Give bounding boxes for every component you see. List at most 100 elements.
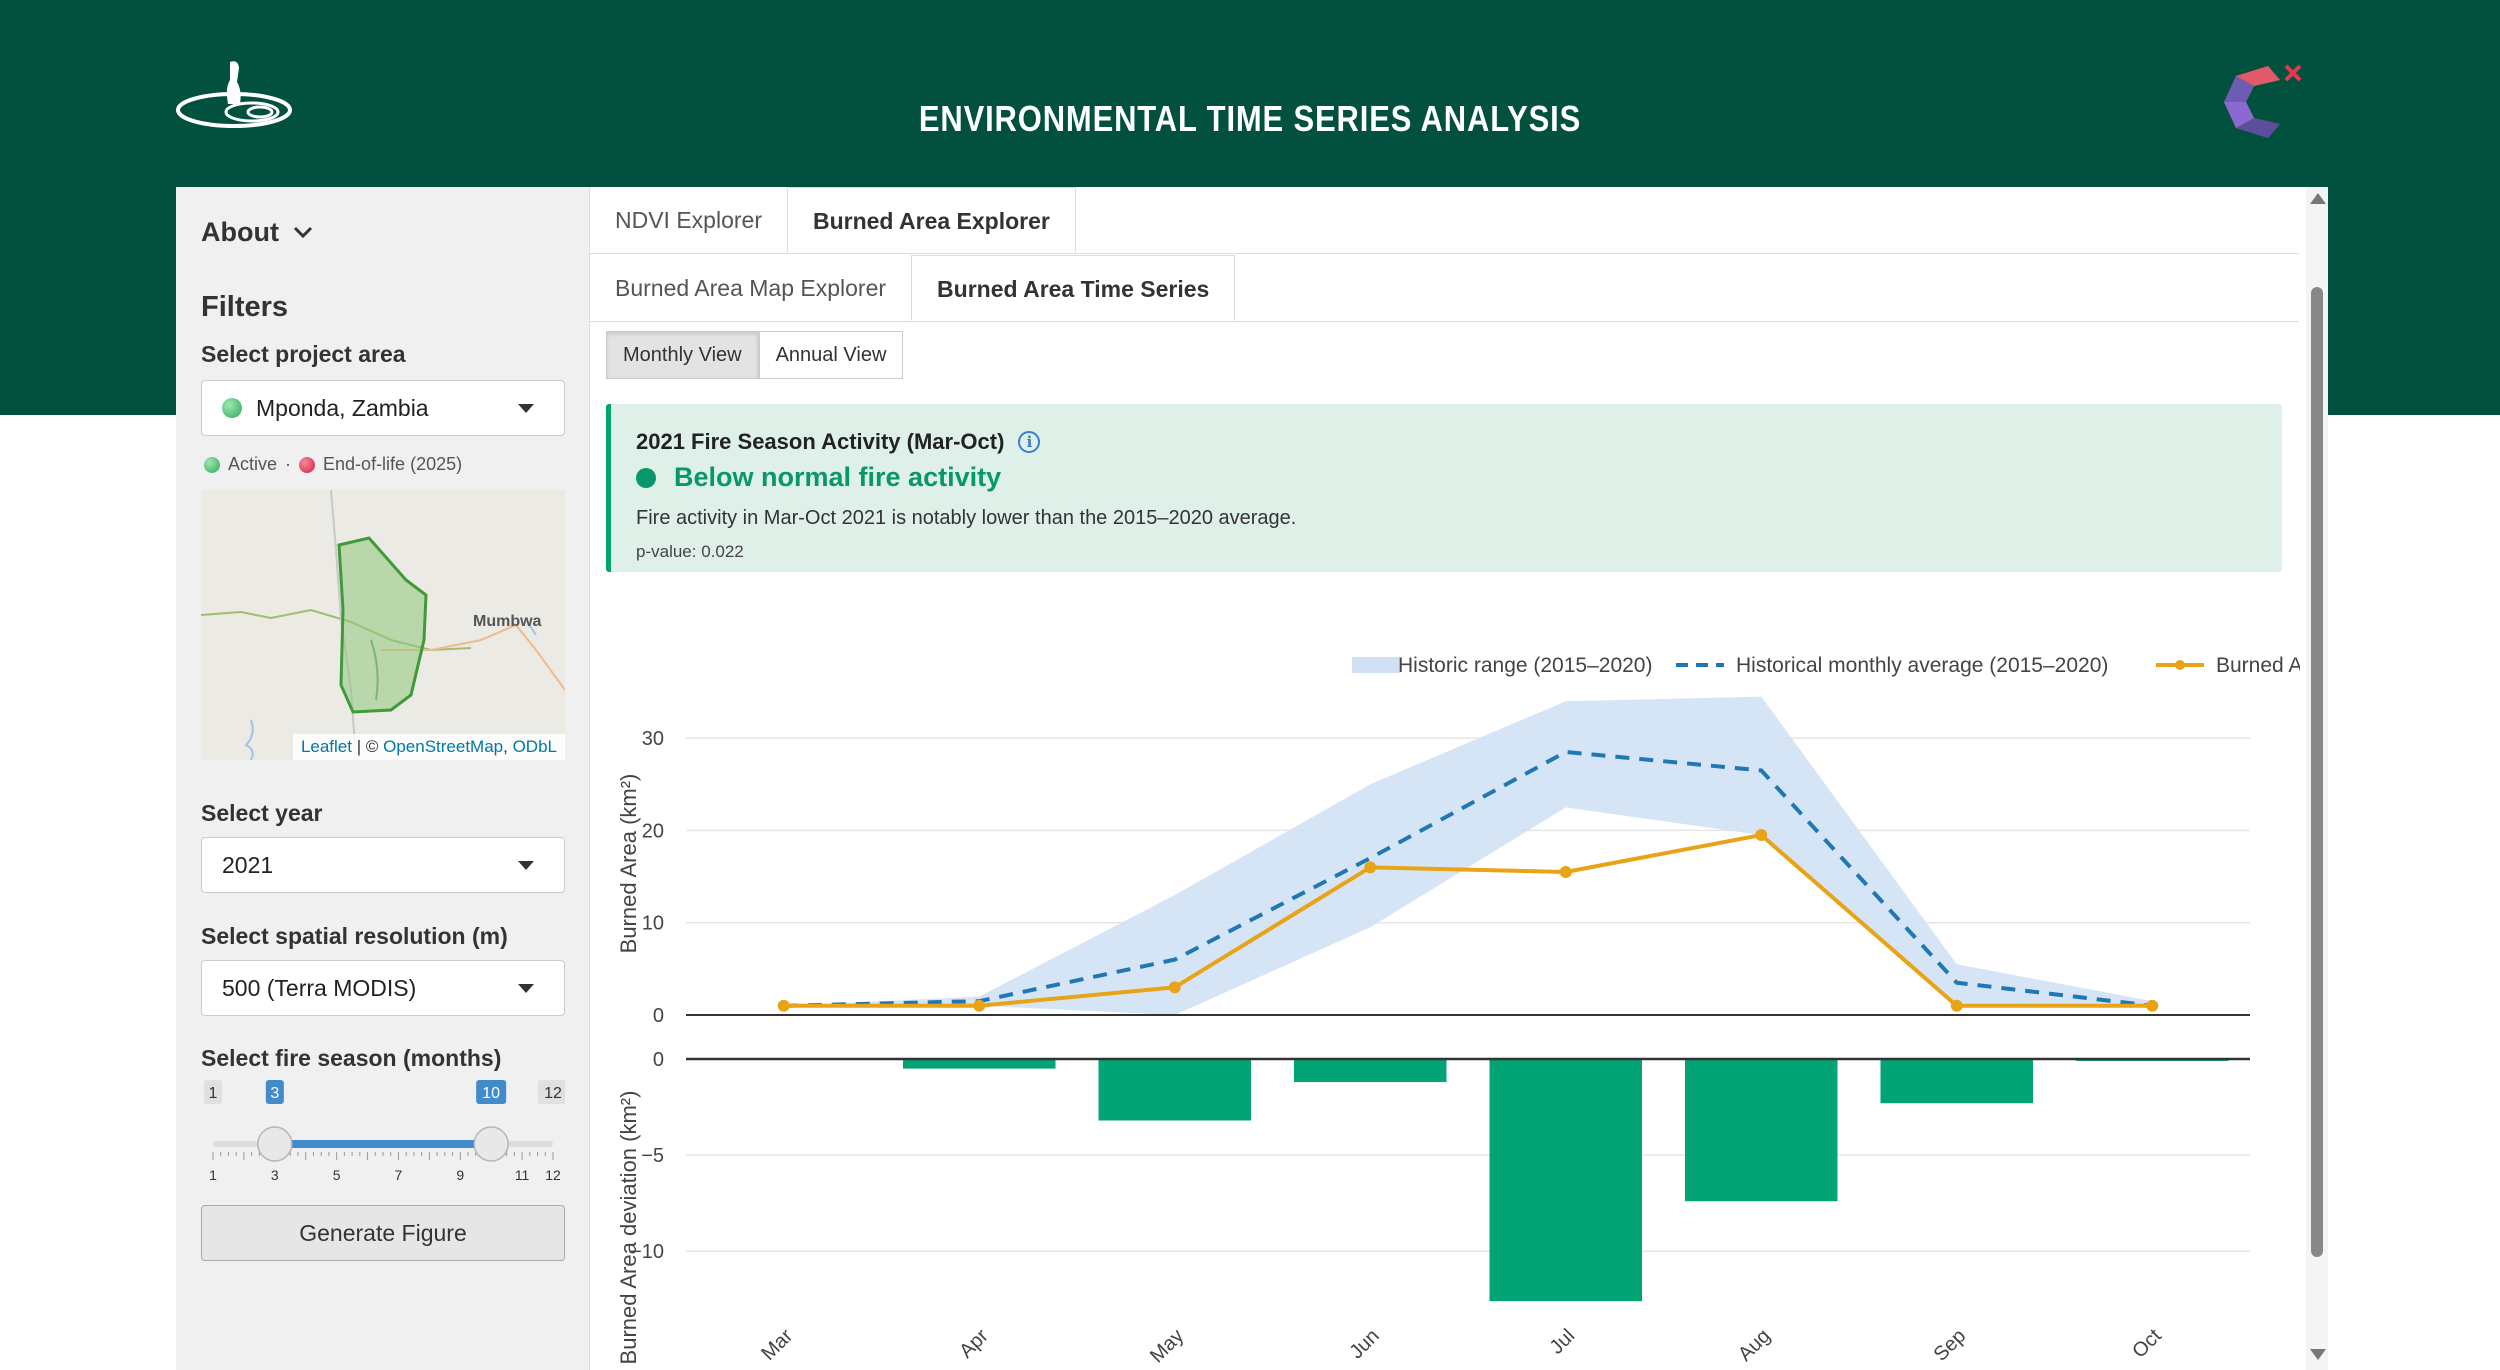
year-value: 2021 bbox=[222, 851, 274, 878]
primary-tabs: NDVI Explorer Burned Area Explorer bbox=[590, 187, 2299, 254]
brand-logo-icon bbox=[2224, 64, 2302, 138]
fire-season-label: Select fire season (months) bbox=[201, 1045, 502, 1071]
map-attribution: Leaflet | © OpenStreetMap, ODbL bbox=[292, 734, 565, 760]
fire-activity-alert: 2021 Fire Season Activity (Mar-Oct) i Be… bbox=[606, 404, 2282, 572]
slider-handle-from bbox=[257, 1126, 293, 1162]
slider-tick-label: 12 bbox=[545, 1167, 561, 1183]
burned-area-2021-point bbox=[2146, 999, 2159, 1012]
slider-max-badge bbox=[538, 1080, 568, 1104]
burned-area-2021-point bbox=[973, 999, 986, 1012]
status-dot-icon bbox=[636, 467, 656, 488]
view-toggle: Monthly View Annual View bbox=[606, 331, 904, 379]
map-tiles bbox=[201, 490, 565, 760]
burned-area-2021-line bbox=[783, 832, 2153, 1008]
deviation-bar bbox=[1880, 1059, 2033, 1104]
x-tick-label: Oct bbox=[2128, 1325, 2166, 1363]
scroll-up-icon[interactable] bbox=[2310, 193, 2326, 204]
top-y-tick-label: 0 bbox=[653, 1005, 664, 1027]
historic-range-band bbox=[783, 696, 2153, 1015]
historical-average-line bbox=[783, 749, 2153, 1008]
chevron-down-icon bbox=[293, 226, 313, 238]
legend-2021-marker bbox=[2175, 660, 2185, 670]
leaflet-link[interactable]: Leaflet bbox=[300, 737, 352, 756]
scrollbar[interactable] bbox=[2306, 187, 2328, 1370]
x-tick-label: May bbox=[1146, 1325, 1188, 1367]
map-place-label: Mumbwa bbox=[473, 613, 542, 630]
x-tick-label: Aug bbox=[1734, 1325, 1775, 1366]
annual-view-button[interactable]: Annual View bbox=[758, 331, 904, 379]
legend-separator: · bbox=[285, 454, 292, 474]
active-status-dot-icon bbox=[222, 398, 242, 418]
slider-max-label: 12 bbox=[544, 1085, 562, 1102]
alert-title-text: 2021 Fire Season Activity (Mar-Oct) bbox=[636, 429, 1005, 454]
x-tick-label: Jun bbox=[1345, 1325, 1383, 1363]
fire-season-slider[interactable]: 1 3 5 7 9 11 12 1 12 3 10 bbox=[201, 1077, 568, 1187]
slider-tick-label: 5 bbox=[333, 1167, 341, 1183]
top-y-axis-label: Burned Area (km²) bbox=[616, 774, 641, 954]
main-panel: NDVI Explorer Burned Area Explorer Burne… bbox=[590, 187, 2328, 1370]
alert-title: 2021 Fire Season Activity (Mar-Oct) i bbox=[636, 429, 1041, 455]
attr-sep: | © bbox=[351, 737, 384, 756]
about-toggle[interactable]: About bbox=[201, 217, 313, 248]
burned-area-chart: 0 10 20 30 Burned Area (km²) Historic range (… bbox=[616, 654, 2300, 1367]
end-of-life-dot-icon bbox=[299, 456, 316, 473]
legend-eol: End-of-life (2025) bbox=[323, 454, 463, 474]
odbl-link[interactable]: ODbL bbox=[512, 737, 557, 756]
tab-burned-area-explorer[interactable]: Burned Area Explorer bbox=[786, 187, 1076, 253]
year-select[interactable]: 2021 bbox=[201, 837, 565, 893]
slider-tick-label: 9 bbox=[456, 1167, 464, 1183]
osm-link[interactable]: OpenStreetMap bbox=[383, 737, 504, 756]
generate-figure-button[interactable]: Generate Figure bbox=[201, 1205, 565, 1261]
info-icon[interactable]: i bbox=[1018, 431, 1041, 453]
x-tick-label: Jul bbox=[1546, 1325, 1580, 1359]
app-container: About Filters Select project area Mponda… bbox=[176, 187, 2328, 1370]
scroll-thumb[interactable] bbox=[2311, 287, 2323, 1257]
bottom-y-tick-label: −10 bbox=[630, 1241, 664, 1263]
project-area-select[interactable]: Mponda, Zambia bbox=[201, 380, 565, 436]
x-tick-label: Mar bbox=[757, 1325, 797, 1365]
slider-selected-range bbox=[274, 1140, 492, 1148]
caret-down-icon bbox=[518, 984, 534, 993]
slider-from-label: 3 bbox=[270, 1085, 279, 1102]
slider-to-badge bbox=[476, 1080, 507, 1104]
burned-area-2021-point bbox=[1364, 861, 1377, 874]
scroll-down-icon[interactable] bbox=[2310, 1349, 2326, 1360]
secondary-tabs: Burned Area Map Explorer Burned Area Tim… bbox=[590, 255, 2299, 322]
top-y-tick-label: 20 bbox=[642, 820, 664, 842]
slider-tick-label: 7 bbox=[395, 1167, 403, 1183]
bottom-y-axis-label: Burned Area deviation (km²) bbox=[616, 1091, 641, 1365]
sidebar: About Filters Select project area Mponda… bbox=[176, 187, 590, 1370]
slider-to-label: 10 bbox=[482, 1085, 500, 1102]
burned-area-2021-point bbox=[1168, 981, 1181, 994]
deviation-bar bbox=[1098, 1059, 1251, 1121]
caret-down-icon bbox=[518, 404, 534, 413]
tab-burned-area-map[interactable]: Burned Area Map Explorer bbox=[615, 275, 887, 301]
burned-area-2021-point bbox=[777, 999, 790, 1012]
alert-description: Fire activity in Mar-Oct 2021 is notably… bbox=[636, 507, 1297, 529]
tab-ndvi-explorer[interactable]: NDVI Explorer bbox=[615, 207, 762, 233]
deviation-bar bbox=[903, 1059, 1056, 1069]
tab-burned-area-time-series[interactable]: Burned Area Time Series bbox=[911, 255, 1236, 321]
slider-min-badge bbox=[204, 1080, 222, 1104]
monthly-view-button[interactable]: Monthly View bbox=[606, 331, 759, 379]
burned-area-2021-point bbox=[1559, 865, 1572, 878]
meerkat-logo-icon bbox=[176, 61, 292, 128]
deviation-bar bbox=[1685, 1059, 1838, 1202]
slider-from-badge bbox=[265, 1080, 284, 1104]
legend-average-label: Historical monthly average (2015–2020) bbox=[1736, 654, 2108, 677]
alert-status: Below normal fire activity bbox=[636, 462, 1001, 493]
x-tick-label: Sep bbox=[1930, 1325, 1971, 1366]
caret-down-icon bbox=[518, 861, 534, 870]
resolution-label: Select spatial resolution (m) bbox=[201, 923, 508, 949]
bottom-y-tick-label: −5 bbox=[641, 1145, 664, 1167]
legend-band-swatch bbox=[1352, 657, 1400, 673]
filters-title: Filters bbox=[201, 291, 289, 323]
slider-tick-label: 1 bbox=[209, 1167, 217, 1183]
resolution-select[interactable]: 500 (Terra MODIS) bbox=[201, 960, 565, 1016]
deviation-bar bbox=[1489, 1059, 1642, 1302]
project-map[interactable]: Mumbwa Leaflet | © OpenStreetMap, ODbL bbox=[201, 490, 565, 760]
top-y-tick-label: 10 bbox=[642, 913, 664, 935]
resolution-value: 500 (Terra MODIS) bbox=[222, 974, 417, 1001]
slider-min-label: 1 bbox=[209, 1085, 218, 1102]
project-area-value: Mponda, Zambia bbox=[256, 394, 429, 421]
